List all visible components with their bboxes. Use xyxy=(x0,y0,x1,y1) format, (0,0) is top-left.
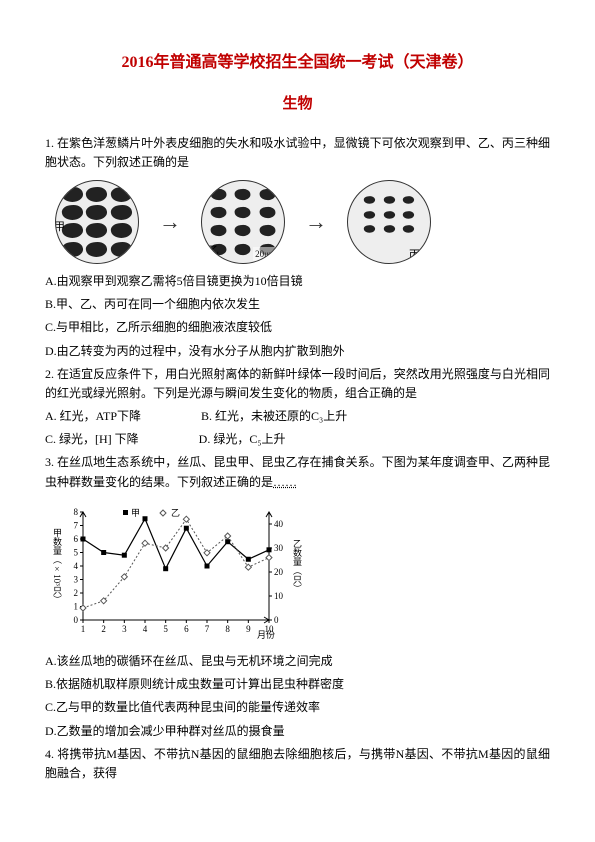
q1-figure-cell-bing: 丙 20μm xyxy=(347,180,431,264)
svg-text:30: 30 xyxy=(274,543,284,553)
q1-optC: C.与甲相比，乙所示细胞的细胞液浓度较低 xyxy=(45,318,550,337)
svg-text:7: 7 xyxy=(205,624,210,634)
q2-optB: B. 红光，未被还原的C₃上升 xyxy=(201,407,347,426)
q1-scale-bing: 20μm xyxy=(413,263,431,264)
q1-stem: 1. 在紫色洋葱鳞片叶外表皮细胞的失水和吸水试验中，显微镜下可依次观察到甲、乙、… xyxy=(45,134,550,172)
q1-scale-yi: 20μm xyxy=(253,247,278,261)
svg-text:乙: 乙 xyxy=(171,508,180,518)
svg-text:乙数量（只）: 乙数量（只） xyxy=(292,539,302,593)
q3-optB: B.依据随机取样原则统计成虫数量可计算出昆虫种群密度 xyxy=(45,675,550,694)
q3-chart: 01234567801020304012345678910甲乙甲数量（×10³只… xyxy=(45,502,305,642)
svg-text:月份: 月份 xyxy=(257,629,275,640)
svg-text:20: 20 xyxy=(274,567,284,577)
svg-text:0: 0 xyxy=(274,615,279,625)
q3-optA: A.该丝瓜地的碳循环在丝瓜、昆虫与无机环境之间完成 xyxy=(45,652,550,671)
svg-text:1: 1 xyxy=(74,601,79,611)
svg-text:3: 3 xyxy=(122,624,127,634)
exam-title: 2016年普通高等学校招生全国统一考试（天津卷） xyxy=(45,50,550,76)
q3-optC: C.乙与甲的数量比值代表两种昆虫间的能量传递效率 xyxy=(45,698,550,717)
q2-stem: 2. 在适宜反应条件下，用白光照射离体的新鲜叶绿体一段时间后，突然改用光照强度与… xyxy=(45,365,550,403)
svg-text:2: 2 xyxy=(74,588,79,598)
svg-text:6: 6 xyxy=(184,624,189,634)
q1-figure-cell-yi: 乙 20μm xyxy=(201,180,285,264)
svg-text:5: 5 xyxy=(163,624,168,634)
q2-optA: A. 红光，ATP下降 xyxy=(45,407,141,426)
q1-optB: B.甲、乙、丙可在同一个细胞内依次发生 xyxy=(45,295,550,314)
q1-optD: D.由乙转变为丙的过程中，没有水分子从胞内扩散到胞外 xyxy=(45,342,550,361)
q1-figure: 甲 → 乙 20μm → 丙 20μm xyxy=(55,180,550,264)
svg-text:10: 10 xyxy=(274,591,284,601)
exam-subtitle: 生物 xyxy=(45,92,550,116)
svg-text:7: 7 xyxy=(74,520,79,530)
svg-text:4: 4 xyxy=(143,624,148,634)
arrow-icon: → xyxy=(305,204,327,239)
q1-label-bing: 丙 xyxy=(409,247,420,264)
q1-label-jia: 甲 xyxy=(55,219,65,237)
svg-text:0: 0 xyxy=(74,615,79,625)
q1-figure-cell-jia: 甲 xyxy=(55,180,139,264)
q1-optA: A.由观察甲到观察乙需将5倍目镜更换为10倍目镜 xyxy=(45,272,550,291)
svg-text:2: 2 xyxy=(101,624,106,634)
svg-text:8: 8 xyxy=(225,624,230,634)
svg-text:6: 6 xyxy=(74,534,79,544)
svg-text:1: 1 xyxy=(81,624,86,634)
q3-optD: D.乙数量的增加会减少甲种群对丝瓜的摄食量 xyxy=(45,722,550,741)
svg-text:甲: 甲 xyxy=(131,508,140,518)
q2-optD: D. 绿光，C₅上升 xyxy=(199,430,286,449)
svg-text:9: 9 xyxy=(246,624,251,634)
svg-text:3: 3 xyxy=(74,574,79,584)
svg-text:5: 5 xyxy=(74,547,79,557)
svg-text:甲数量（×10³只）: 甲数量（×10³只） xyxy=(52,528,62,604)
arrow-icon: → xyxy=(159,204,181,239)
q3-stem: 3. 在丝瓜地生态系统中，丝瓜、昆虫甲、昆虫乙存在捕食关系。下图为某年度调查甲、… xyxy=(45,453,550,491)
q2-optC: C. 绿光，[H] 下降 xyxy=(45,430,139,449)
svg-text:40: 40 xyxy=(274,519,284,529)
q4-stem: 4. 将携带抗M基因、不带抗N基因的鼠细胞去除细胞核后，与携带N基因、不带抗M基… xyxy=(45,745,550,783)
svg-text:8: 8 xyxy=(74,507,79,517)
q1-label-yi: 乙 xyxy=(208,243,219,261)
svg-text:4: 4 xyxy=(74,561,79,571)
q3-chart-svg: 01234567801020304012345678910甲乙甲数量（×10³只… xyxy=(45,502,305,642)
